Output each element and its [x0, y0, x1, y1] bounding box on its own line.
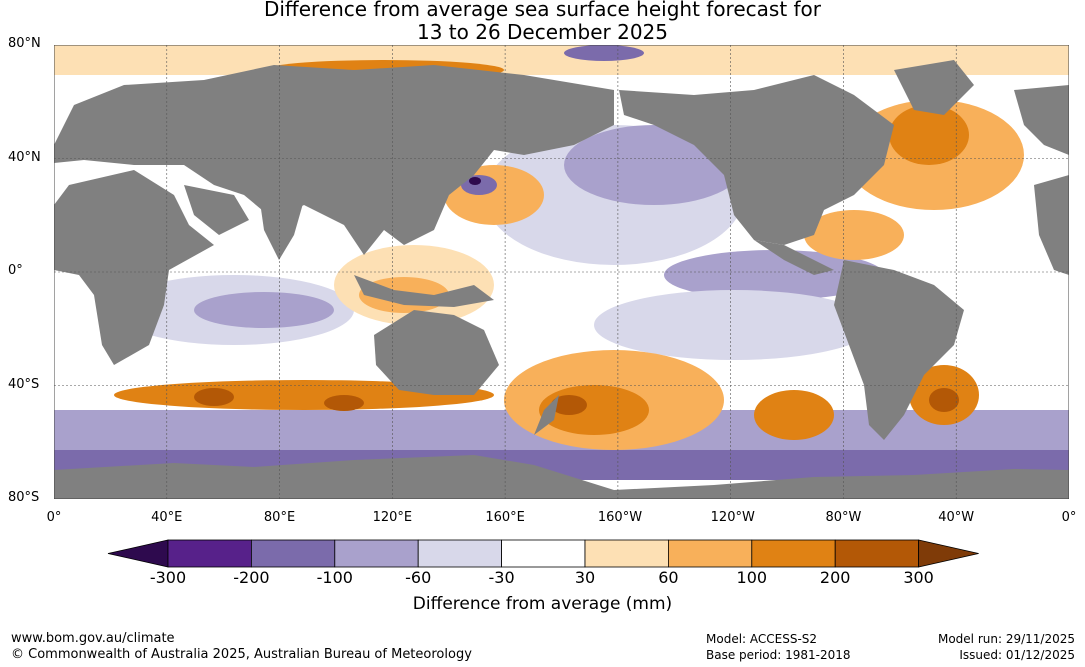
anomaly-natl-strong — [889, 105, 969, 165]
land-europe-wrap — [1014, 85, 1069, 155]
colorbar-tick-label: -200 — [233, 568, 270, 587]
colorbar-extend-max — [918, 539, 979, 568]
lon-label: 120°E — [372, 510, 413, 525]
land-australia — [374, 310, 499, 395]
colorbar-tick-label: -300 — [149, 568, 187, 587]
colorbar-bin-7 — [668, 539, 753, 568]
colorbar-bin-9 — [834, 539, 920, 568]
land-new-zealand — [534, 395, 559, 435]
lat-label: 40°S — [8, 376, 40, 392]
footer-website[interactable]: www.bom.gov.au/climate — [11, 631, 175, 646]
colorbar-tick-label: 100 — [736, 568, 768, 587]
lon-label: 40°E — [151, 510, 183, 525]
anomaly-sepac-light — [594, 290, 874, 360]
land-south-america — [834, 260, 964, 440]
colorbar-bin-4 — [417, 539, 503, 568]
lon-label: 160°E — [485, 510, 525, 525]
lat-label: 80°S — [8, 490, 40, 505]
land-greenland — [894, 60, 974, 115]
graticule-lines — [54, 45, 1069, 499]
colorbar-tick-label: -30 — [488, 568, 515, 587]
land-india — [259, 195, 304, 260]
footer-base-period: Base period: 1981-2018 — [706, 648, 851, 662]
colorbar-tick-label: 30 — [574, 568, 596, 587]
map-title-line1: Difference from average sea surface heig… — [263, 0, 822, 21]
colorbar-tick-label: 200 — [819, 568, 851, 587]
anomaly-field — [54, 45, 1069, 480]
footer-model: Model: ACCESS-S2 — [706, 632, 818, 646]
land-eurasia — [54, 65, 614, 255]
colorbar-tick-label: 60 — [658, 568, 679, 587]
lon-label: 160°W — [597, 510, 643, 525]
colorbar-bin-5 — [501, 539, 586, 568]
colorbar-title: Difference from average (mm) — [412, 594, 673, 614]
anomaly-eqpac — [664, 250, 884, 300]
colorbar-bin-2 — [250, 539, 336, 568]
colorbar-bin-1 — [167, 539, 252, 568]
land-africa — [54, 170, 214, 365]
anomaly-arctic-purple — [564, 45, 644, 61]
lon-label: 80°E — [263, 510, 296, 525]
land-west-africa-wrap — [1034, 175, 1069, 275]
colorbar-bin-6 — [584, 539, 669, 568]
anomaly-gulf — [804, 210, 904, 260]
colorbar-tick-label: -60 — [405, 568, 432, 587]
anomaly-sind-core — [194, 388, 234, 406]
land-central-america — [754, 240, 834, 275]
anomaly-spac-east — [754, 390, 834, 440]
colorbar-bin-3 — [334, 539, 419, 568]
colorbar-bin-8 — [751, 539, 836, 568]
colorbar-tick-label: -100 — [316, 568, 353, 587]
lat-label: 40°N — [8, 149, 41, 165]
anomaly-spac-core — [551, 395, 587, 415]
sea-surface-height-map — [54, 45, 1069, 499]
lon-label: 80°W — [825, 510, 862, 525]
anomaly-satl-core — [929, 388, 959, 412]
colorbar-tick-label: 300 — [903, 568, 934, 587]
land-north-america — [619, 75, 894, 245]
land-indonesia — [354, 275, 494, 307]
map-title-line2: 13 to 26 December 2025 — [416, 20, 668, 44]
land-masses — [54, 60, 1069, 499]
anomaly-kuroshio-core — [469, 177, 481, 185]
lon-label: 0° — [46, 510, 62, 525]
anomaly-sind-core2 — [324, 395, 364, 411]
land-antarctica — [54, 455, 1069, 499]
lon-label: 0° — [1061, 510, 1077, 525]
lon-label: 120°W — [710, 510, 755, 525]
land-arabia — [184, 185, 249, 235]
footer-model-run: Model run: 29/11/2025 — [937, 632, 1075, 646]
lat-label: 80°N — [8, 36, 41, 51]
anomaly-indian-purple — [194, 292, 334, 328]
footer-copyright: © Commonwealth of Australia 2025, Austra… — [11, 647, 472, 662]
colorbar — [107, 539, 979, 568]
footer-issued: Issued: 01/12/2025 — [959, 648, 1075, 662]
lat-label: 0° — [8, 263, 23, 278]
lon-label: 40°W — [938, 510, 975, 525]
colorbar-extend-min — [107, 539, 169, 568]
